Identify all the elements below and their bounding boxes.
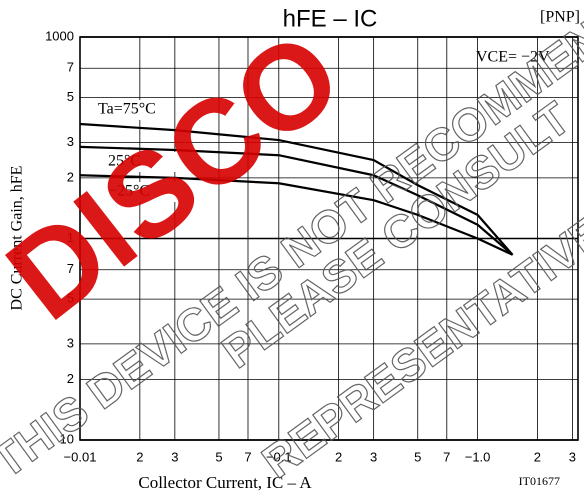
y-tick-label: 5 (67, 291, 74, 306)
x-tick-label: 7 (244, 449, 251, 464)
annotation: VCE= −2V (476, 49, 550, 66)
x-tick-label: −0.1 (266, 449, 292, 464)
x-tick-label: 3 (569, 449, 576, 464)
series-line (79, 145, 514, 256)
annotation: IT01677 (519, 474, 560, 488)
series-line (79, 174, 514, 256)
x-tick-label: −1.0 (465, 449, 491, 464)
y-tick-label: 7 (67, 261, 74, 276)
chart-title: hFE – IC (283, 5, 378, 32)
label-bg (106, 182, 184, 202)
label-bg (96, 100, 174, 120)
x-tick-label: −0.01 (64, 449, 97, 464)
y-tick-label: 3 (67, 335, 74, 350)
x-tick-label: 2 (335, 449, 342, 464)
x-tick-label: 3 (171, 449, 178, 464)
label-bg (106, 152, 184, 172)
y-tick-label: 5 (67, 89, 74, 104)
y-axis-label: DC Current Gain, hFE (9, 166, 26, 311)
y-tick-label: 1 (67, 230, 74, 245)
y-tick-label: 2 (67, 371, 74, 386)
series-label: Ta=75°C (98, 101, 156, 118)
x-axis-label: Collector Current, IC – A (138, 473, 312, 492)
series-label: 25°C (108, 153, 141, 170)
y-tick-label: 1000 (45, 28, 74, 43)
x-tick-label: 2 (534, 449, 541, 464)
x-tick-label: 5 (414, 449, 421, 464)
series-line (79, 122, 514, 256)
annotation: [PNP] (540, 9, 580, 26)
y-tick-label: 3 (67, 134, 74, 149)
y-tick-label: 10 (60, 431, 74, 446)
y-tick-label: 7 (67, 60, 74, 75)
x-tick-label: 5 (215, 449, 222, 464)
x-tick-label: 2 (136, 449, 143, 464)
y-tick-label: 2 (67, 169, 74, 184)
x-tick-label: 7 (443, 449, 450, 464)
x-tick-label: 3 (370, 449, 377, 464)
plot-frame (79, 36, 579, 441)
series-label: −25°C (108, 183, 150, 200)
